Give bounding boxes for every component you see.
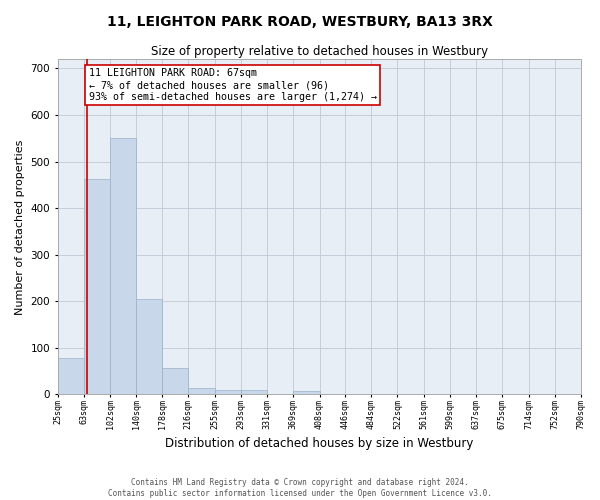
Text: 11, LEIGHTON PARK ROAD, WESTBURY, BA13 3RX: 11, LEIGHTON PARK ROAD, WESTBURY, BA13 3…: [107, 15, 493, 29]
Bar: [84, 180, 110, 394]
Bar: [188, 388, 215, 394]
X-axis label: Distribution of detached houses by size in Westbury: Distribution of detached houses by size …: [165, 437, 473, 450]
Title: Size of property relative to detached houses in Westbury: Size of property relative to detached ho…: [151, 45, 488, 58]
Bar: [58, 358, 84, 395]
Bar: [293, 391, 320, 394]
Y-axis label: Number of detached properties: Number of detached properties: [15, 139, 25, 314]
Text: 11 LEIGHTON PARK ROAD: 67sqm
← 7% of detached houses are smaller (96)
93% of sem: 11 LEIGHTON PARK ROAD: 67sqm ← 7% of det…: [89, 68, 377, 102]
Bar: [136, 300, 163, 394]
Bar: [163, 368, 188, 394]
Bar: [110, 138, 136, 394]
Text: Contains HM Land Registry data © Crown copyright and database right 2024.
Contai: Contains HM Land Registry data © Crown c…: [108, 478, 492, 498]
Bar: [215, 390, 241, 394]
Bar: [241, 390, 267, 394]
